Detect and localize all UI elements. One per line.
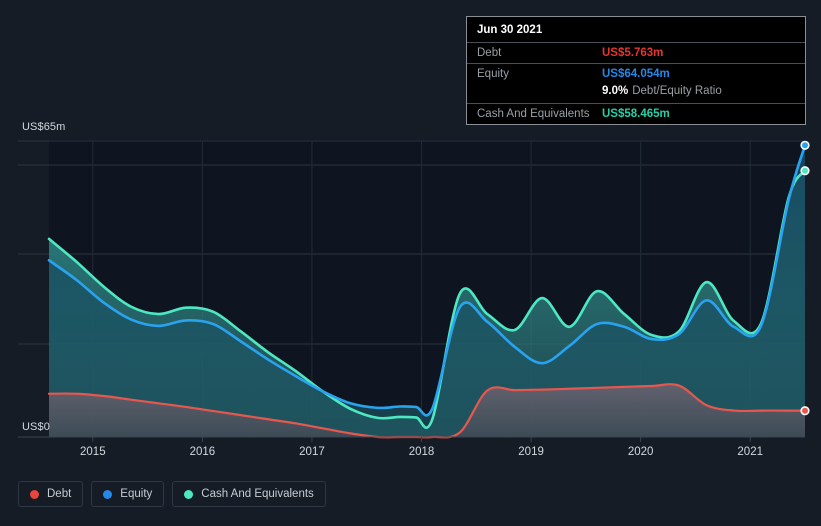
x-axis-tick-2020: 2020 bbox=[627, 446, 654, 458]
x-axis-tick-2015: 2015 bbox=[80, 446, 106, 458]
y-axis-max-label: US$65m bbox=[22, 121, 66, 133]
legend-item-equity[interactable]: Equity bbox=[91, 481, 165, 507]
tooltip-debt-value: US$5.763m bbox=[602, 47, 664, 59]
x-axis-tick-2016: 2016 bbox=[189, 446, 216, 458]
tooltip-equity-label: Equity bbox=[477, 68, 509, 80]
tooltip-equity-value: US$64.054m bbox=[602, 68, 670, 80]
y-axis-min-label: US$0 bbox=[22, 421, 50, 433]
tooltip-row-cash: Cash And Equivalents US$58.465m bbox=[467, 103, 805, 124]
tooltip-ratio-value: 9.0% bbox=[602, 85, 629, 97]
data-tooltip: Jun 30 2021 Debt US$5.763m Equity US$64.… bbox=[466, 16, 806, 125]
plot-area bbox=[18, 140, 810, 442]
x-axis-tick-2017: 2017 bbox=[299, 446, 325, 458]
x-axis-tick-2021: 2021 bbox=[737, 446, 763, 458]
legend-dot-icon bbox=[30, 489, 39, 499]
x-axis-tick-2019: 2019 bbox=[518, 446, 544, 458]
chart-canvas bbox=[18, 140, 810, 442]
legend-dot-icon bbox=[184, 489, 194, 499]
tooltip-ratio-label: Debt/Equity Ratio bbox=[632, 85, 722, 97]
tooltip-row-ratio: 9.0% Debt/Equity Ratio bbox=[467, 84, 805, 103]
legend-dot-icon bbox=[103, 489, 113, 499]
legend-label: Debt bbox=[47, 488, 72, 500]
tooltip-date: Jun 30 2021 bbox=[477, 24, 543, 36]
tooltip-cash-label: Cash And Equivalents bbox=[477, 108, 590, 120]
x-axis-tick-2018: 2018 bbox=[408, 446, 435, 458]
tooltip-cash-value: US$58.465m bbox=[602, 108, 670, 120]
tooltip-row-debt: Debt US$5.763m bbox=[467, 42, 805, 63]
tooltip-debt-label: Debt bbox=[477, 47, 502, 59]
tooltip-row-equity: Equity US$64.054m bbox=[467, 63, 805, 84]
legend-label: Equity bbox=[120, 488, 153, 500]
legend-label: Cash And Equivalents bbox=[201, 488, 314, 500]
chart-legend: Debt Equity Cash And Equivalents bbox=[18, 481, 326, 507]
legend-item-cash-and-equivalents[interactable]: Cash And Equivalents bbox=[172, 481, 326, 507]
legend-item-debt[interactable]: Debt bbox=[18, 481, 84, 507]
